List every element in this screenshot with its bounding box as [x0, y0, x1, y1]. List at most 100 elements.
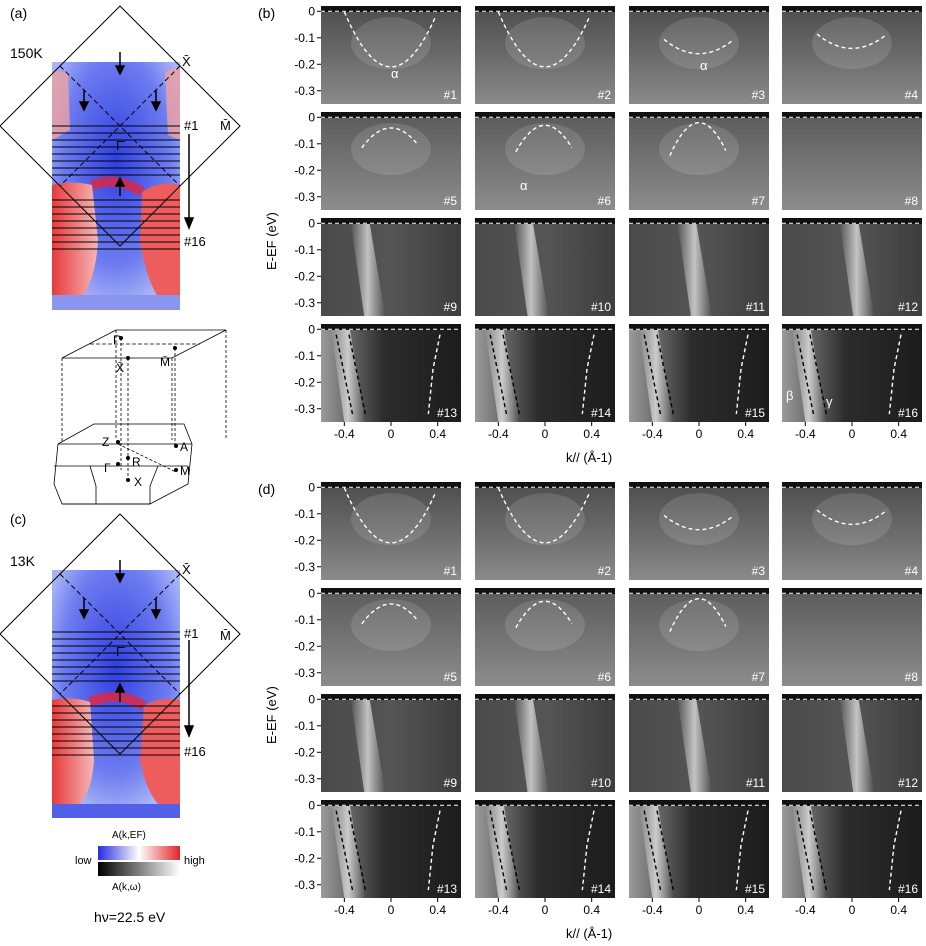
x-tick-label: -0.4: [642, 427, 663, 441]
arpes-background: [321, 218, 461, 316]
fermi-cutoff: [475, 482, 615, 488]
band-dispersion-line: [515, 124, 573, 153]
y-tick-label: -0.3: [294, 666, 315, 680]
band-intensity: [350, 694, 386, 792]
bz-m: M: [180, 464, 190, 478]
cut-label: #2: [598, 564, 612, 578]
arpes-background: [475, 6, 615, 104]
bz-a: A: [180, 440, 188, 454]
fermi-cutoff: [782, 6, 922, 12]
fermi-cutoff: [782, 324, 922, 330]
arpes-cut-d-11: #11: [629, 694, 769, 792]
y-tick-label: -0.2: [294, 639, 315, 653]
colorbar-low: low: [75, 855, 92, 867]
band-intensity: [839, 218, 875, 316]
band-dispersion-line: [669, 121, 727, 156]
arpes-cut-d-13: #13 0 -0.1 -0.2 -0.3 -0.4 0 0.4: [294, 798, 461, 917]
cut-label: #6: [598, 194, 612, 208]
band-intensity: [350, 218, 386, 316]
arpes-cut-b-7: #7: [629, 112, 769, 210]
cut-lines-a: [52, 125, 180, 250]
arpes-background: [475, 482, 615, 580]
arpes-background: [629, 6, 769, 104]
panel-b-label: (b): [258, 5, 275, 21]
y-tick-label: -0.1: [294, 137, 315, 151]
x-tick-label: 0: [388, 427, 395, 441]
arpes-cut-b-2: #2: [475, 6, 615, 104]
x-tick-label: 0: [696, 427, 703, 441]
band-intensity: [351, 17, 431, 70]
cut-label: #2: [598, 88, 612, 102]
y-tick-label: 0: [308, 692, 315, 706]
colorbar-high: high: [184, 855, 205, 867]
ylabel-d: E-EF (eV): [264, 686, 279, 744]
fermi-cutoff: [321, 800, 461, 806]
band-label-alpha-1: α: [391, 66, 399, 81]
y-tick-label: -0.2: [294, 851, 315, 865]
fermi-cutoff: [629, 694, 769, 700]
band-dispersion-line: [735, 810, 749, 891]
arpes-background: [782, 482, 922, 580]
arpes-cut-b-8: #8: [782, 112, 922, 210]
band-intensity: [676, 694, 712, 792]
bz-r: R: [132, 455, 141, 469]
y-tick-label: 0: [308, 798, 315, 812]
band-intensity: [659, 599, 739, 652]
arpes-cut-d-15: #15 -0.4 0 0.4: [629, 800, 769, 917]
arpes-background: [321, 482, 461, 580]
band-dispersion-line: [816, 509, 888, 526]
panel-a: (a) 150K: [0, 5, 241, 310]
cut-label: #3: [752, 564, 766, 578]
band-intensity: [659, 493, 739, 546]
x-tick-label: 0.4: [583, 903, 600, 917]
band-label-gamma-16: γ: [826, 394, 833, 409]
bz-x: X: [134, 475, 142, 489]
band-intensity: [505, 599, 585, 652]
band-dispersion-line: [888, 810, 902, 891]
y-tick-label: -0.2: [294, 57, 315, 71]
fermi-surface-map-c: [52, 570, 180, 818]
y-tick-label: 0: [308, 4, 315, 18]
x-tick-label: -0.4: [334, 427, 355, 441]
arpes-cut-d-8: #8: [782, 588, 922, 686]
y-tick-label: -0.1: [294, 613, 315, 627]
x-tick-label: 0.4: [737, 903, 754, 917]
x-tick-label: 0.4: [429, 427, 446, 441]
colorbar-top-label: A(k,EF): [112, 830, 146, 841]
fermi-cutoff: [629, 800, 769, 806]
y-tick-label: -0.3: [294, 84, 315, 98]
y-tick-label: -0.2: [294, 163, 315, 177]
arpes-cut-b-12: #12: [782, 218, 922, 316]
cut-label: #6: [598, 670, 612, 684]
arpes-background: [475, 588, 615, 686]
x-tick-label: 0.4: [583, 427, 600, 441]
cut-label: #15: [745, 882, 765, 896]
cut-label: #10: [591, 776, 611, 790]
fermi-cutoff: [321, 324, 461, 330]
cut-label: #14: [591, 406, 611, 420]
cut-label: #16: [898, 882, 918, 896]
band-dispersion-line: [497, 487, 590, 544]
panel-c: (c) 13K: [0, 511, 241, 818]
fermi-cutoff: [475, 112, 615, 118]
x-tick-label: -0.4: [795, 903, 816, 917]
arpes-cut-d-1: #1 0 -0.1 -0.2 -0.3: [294, 480, 461, 580]
x-tick-label: -0.4: [488, 427, 509, 441]
y-tick-label: -0.2: [294, 533, 315, 547]
band-intensity: [659, 123, 739, 176]
arpes-cut-b-9: #9 0 -0.1 -0.2 -0.3: [294, 216, 461, 316]
y-tick-label: -0.3: [294, 878, 315, 892]
y-tick-label: 0: [308, 216, 315, 230]
cut-label: #13: [437, 406, 457, 420]
fermi-cutoff: [782, 694, 922, 700]
x-tick-label: 0: [542, 903, 549, 917]
colorbar-bottom-label: A(k,ω): [112, 882, 141, 893]
x-point-label-c: X̄: [182, 562, 191, 577]
band-dispersion-line: [515, 600, 573, 629]
cut-label: #5: [444, 670, 458, 684]
cut-label: #9: [444, 776, 458, 790]
cut-label: #12: [898, 300, 918, 314]
x-tick-label: 0: [849, 427, 856, 441]
cut-label: #3: [752, 88, 766, 102]
